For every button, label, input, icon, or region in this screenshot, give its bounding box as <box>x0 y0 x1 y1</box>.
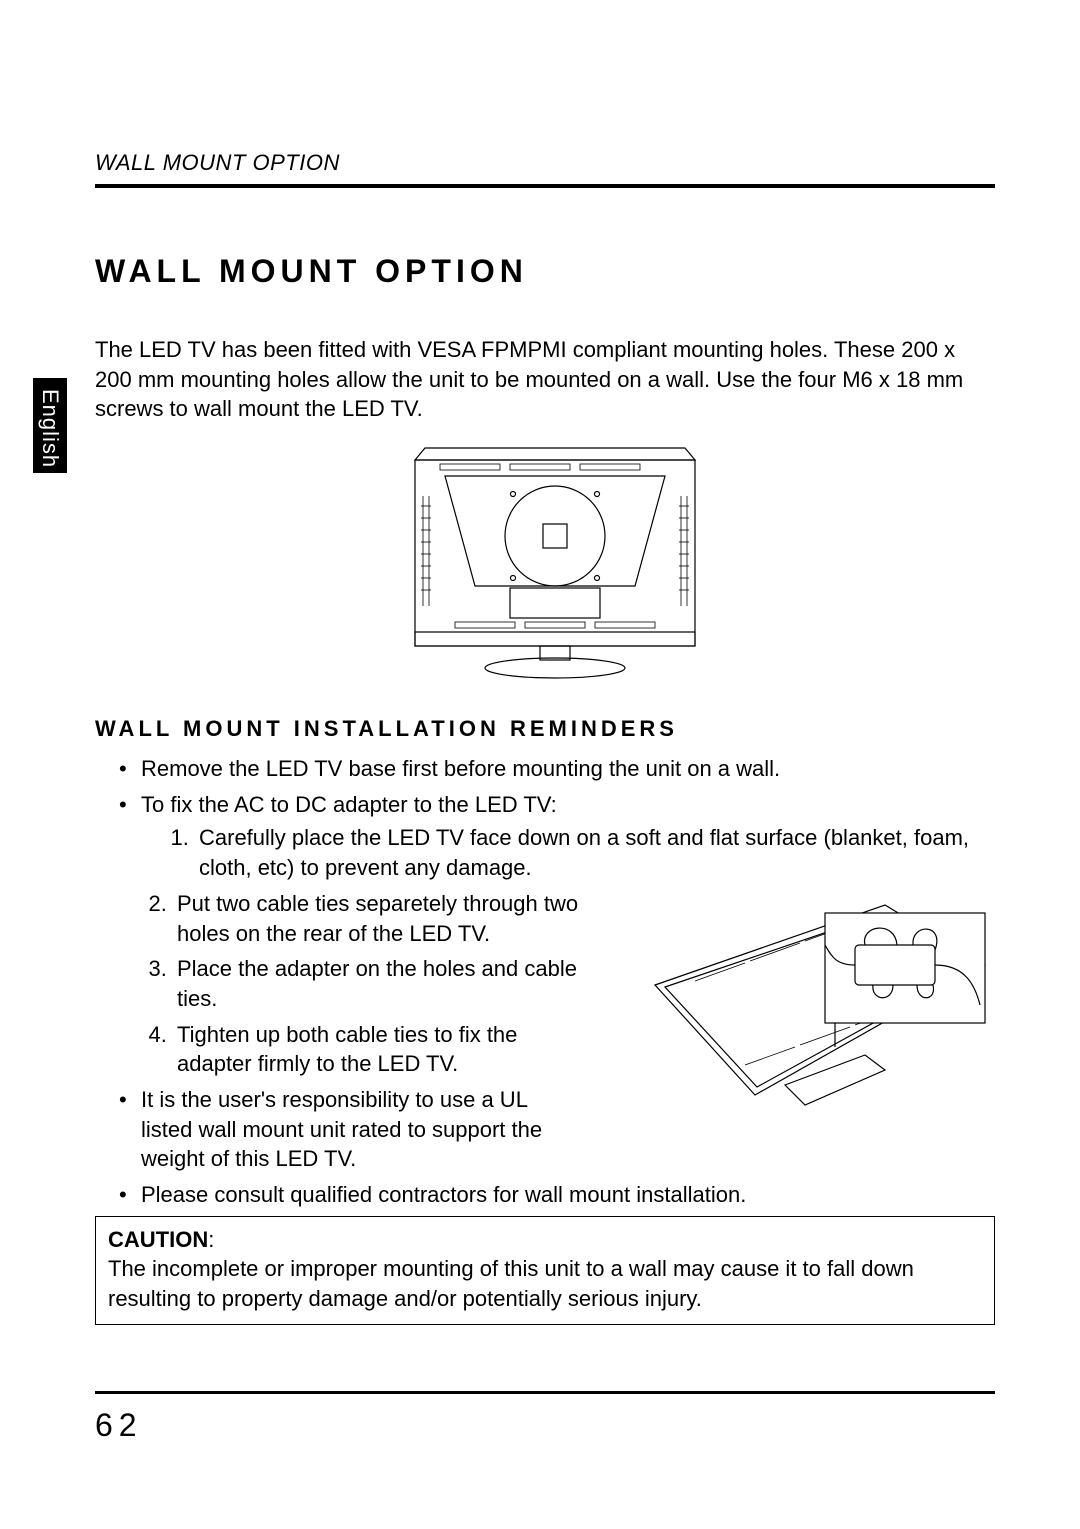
caution-colon: : <box>208 1227 214 1252</box>
footer-rule <box>95 1391 995 1394</box>
caution-label: CAUTION <box>108 1227 208 1252</box>
language-tab: English <box>33 378 67 473</box>
page-number: 62 <box>95 1407 143 1444</box>
header-rule <box>95 184 995 188</box>
list-item: Remove the LED TV base first before moun… <box>119 754 995 784</box>
tv-rear-diagram <box>385 436 705 686</box>
bullet-text: To fix the AC to DC adapter to the LED T… <box>141 792 557 817</box>
page: WALL MOUNT OPTION English WALL MOUNT OPT… <box>0 0 1080 1529</box>
caution-text: The incomplete or improper mounting of t… <box>108 1256 914 1311</box>
bullet-text: Remove the LED TV base first before moun… <box>141 756 780 781</box>
list-item: To fix the AC to DC adapter to the LED T… <box>119 790 995 883</box>
running-head: WALL MOUNT OPTION <box>95 150 995 176</box>
step-item: Carefully place the LED TV face down on … <box>195 823 995 882</box>
step-item: Tighten up both cable ties to fix the ad… <box>173 1020 593 1079</box>
bullet-text: Please consult qualified contractors for… <box>141 1182 746 1207</box>
reminders-region: Remove the LED TV base first before moun… <box>95 754 995 1325</box>
reminder-list: Remove the LED TV base first before moun… <box>95 754 995 883</box>
caution-box: CAUTION: The incomplete or improper moun… <box>95 1216 995 1325</box>
bullet-text: It is the user's responsibility to use a… <box>141 1087 542 1171</box>
adapter-tie-diagram <box>635 895 995 1115</box>
subheading: WALL MOUNT INSTALLATION REMINDERS <box>95 716 995 742</box>
step-item: Place the adapter on the holes and cable… <box>173 954 593 1013</box>
step-list: Carefully place the LED TV face down on … <box>141 823 995 882</box>
intro-paragraph: The LED TV has been fitted with VESA FPM… <box>95 335 995 424</box>
page-title: WALL MOUNT OPTION <box>95 253 995 290</box>
list-item: It is the user's responsibility to use a… <box>119 1085 559 1174</box>
list-item: Please consult qualified contractors for… <box>119 1180 995 1210</box>
step-item: Put two cable ties separetely through tw… <box>173 889 593 948</box>
